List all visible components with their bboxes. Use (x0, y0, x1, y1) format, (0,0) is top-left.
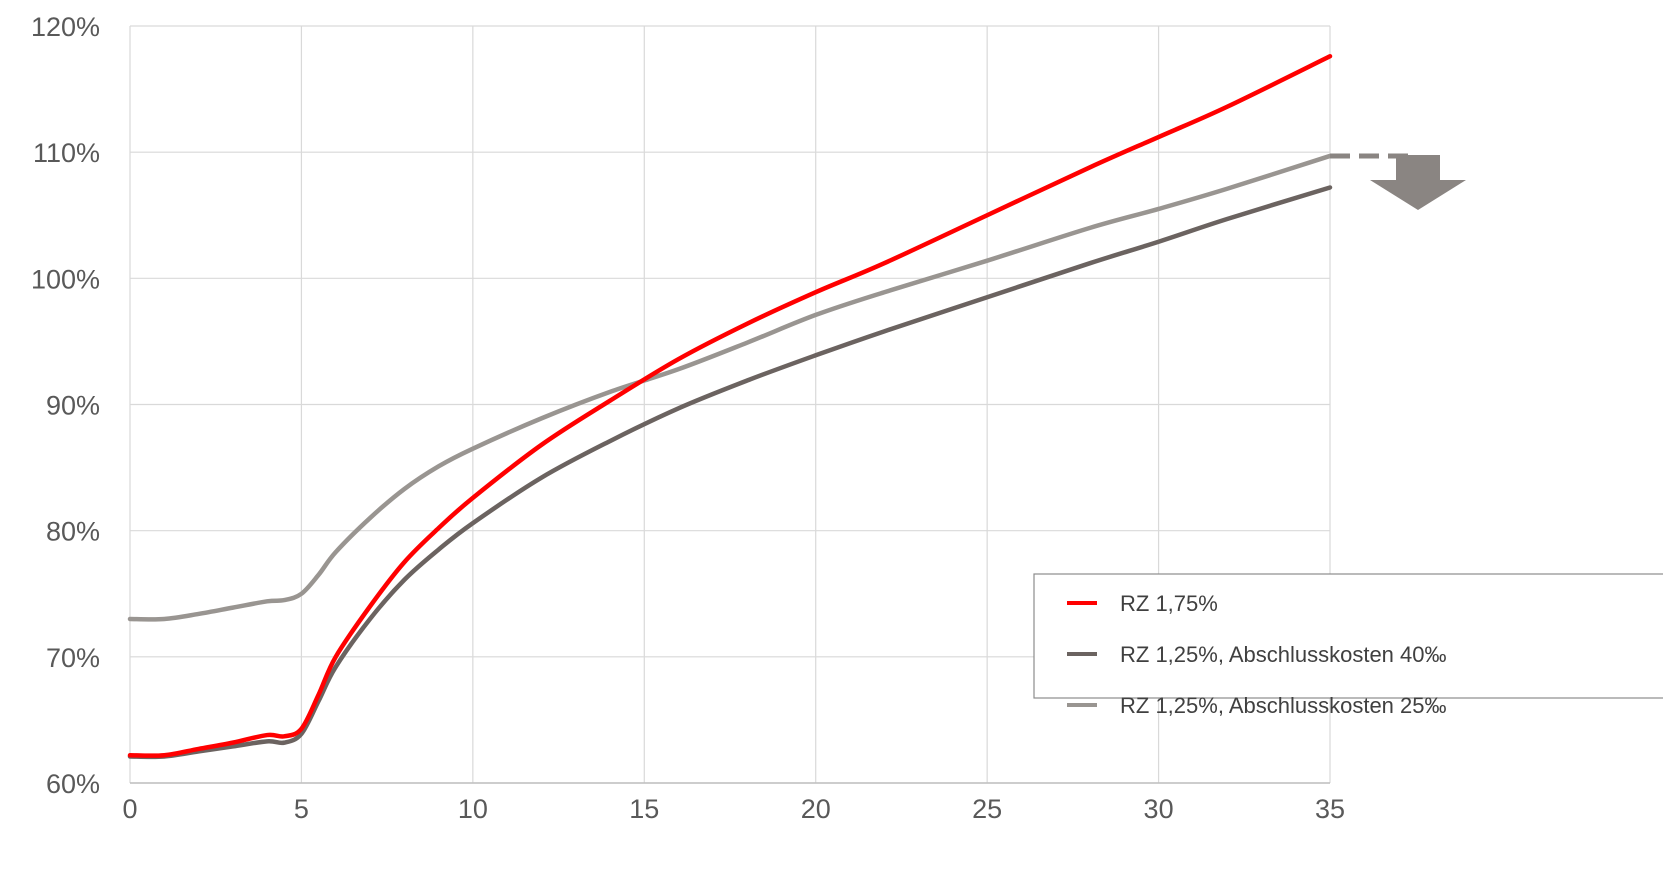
x-tick-label-6: 30 (1144, 794, 1174, 824)
y-tick-label-6: 120% (31, 12, 100, 42)
x-tick-label-3: 15 (629, 794, 659, 824)
legend: RZ 1,75% RZ 1,25%, Abschlusskosten 40‰ RZ … (1033, 573, 1663, 718)
legend-label-2: RZ 1,25%, Abschlusskosten 25‰ (1120, 693, 1447, 718)
series-lines (127, 54, 1333, 760)
legend-label-1: RZ 1,25%, Abschlusskosten 40‰ (1120, 642, 1447, 667)
x-tick-label-0: 0 (122, 794, 137, 824)
down-arrow-icon (1370, 154, 1466, 210)
annotation (1330, 153, 1466, 210)
x-tick-label-4: 20 (801, 794, 831, 824)
series-line-0 (127, 54, 1333, 758)
y-tick-label-4: 100% (31, 264, 100, 294)
y-tick-label-0: 60% (46, 769, 100, 799)
x-tick-label-5: 25 (972, 794, 1002, 824)
series-line-1 (127, 185, 1333, 760)
series-line-2 (127, 153, 1333, 622)
y-tick-label-5: 110% (33, 138, 100, 168)
legend-label-0: RZ 1,75% (1120, 591, 1218, 616)
y-tick-labels: 60% 70% 80% 90% 100% 110% 120% (31, 12, 100, 799)
x-tick-label-2: 10 (458, 794, 488, 824)
legend-box (1033, 573, 1663, 699)
x-tick-label-7: 35 (1315, 794, 1345, 824)
x-tick-label-1: 5 (294, 794, 309, 824)
y-tick-label-2: 80% (46, 517, 100, 547)
x-tick-labels: 0 5 10 15 20 25 30 35 (122, 794, 1345, 824)
grid (129, 25, 1331, 784)
y-tick-label-1: 70% (46, 643, 100, 673)
y-tick-label-3: 90% (46, 391, 100, 421)
